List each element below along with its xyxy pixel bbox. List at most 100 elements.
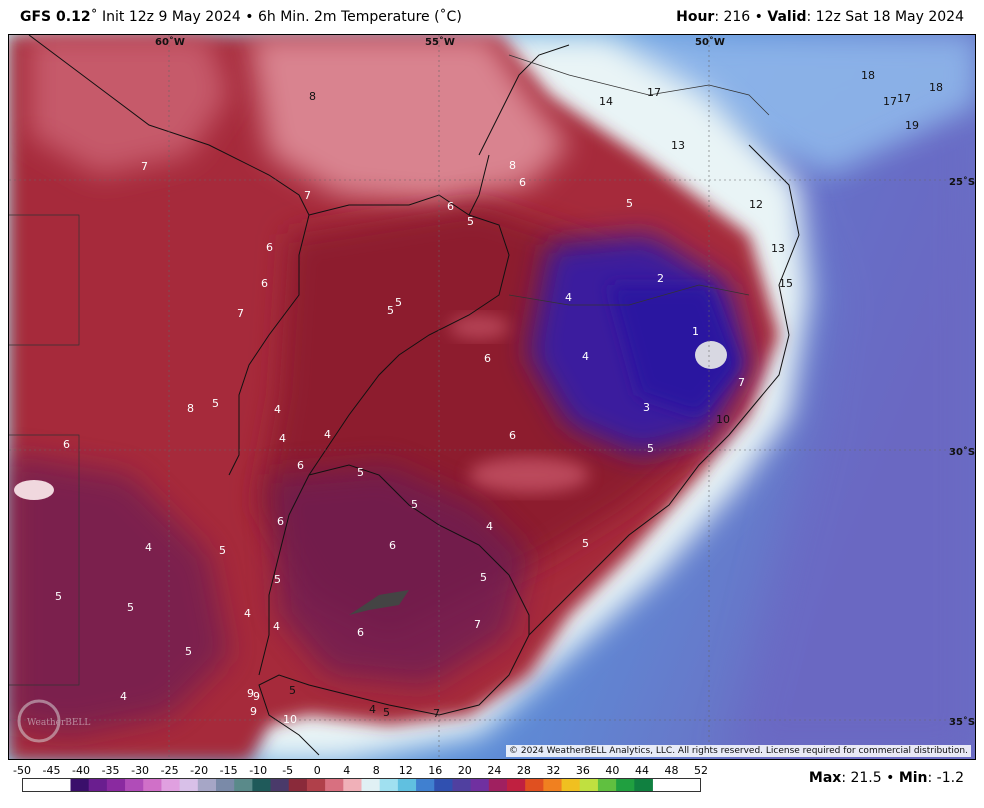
min-label: Min (898, 770, 928, 786)
lagoon-mirim (349, 590, 409, 615)
scale-tick-label: 28 (516, 764, 531, 777)
light-patch-2 (449, 315, 509, 339)
scale-color-swatch (143, 779, 162, 791)
coldest-spot (695, 341, 727, 369)
point-value-label: 6 (389, 539, 396, 552)
scale-color-swatch (343, 779, 362, 791)
west-light-spot (14, 480, 54, 500)
header-right: Hour: 216 • Valid: 12z Sat 18 May 2024 (676, 0, 964, 34)
scale-tick-label: 48 (664, 764, 679, 777)
point-value-label: 4 (120, 690, 127, 703)
state-border-north (508, 54, 770, 116)
scale-color-swatch (125, 779, 144, 791)
point-value-label: 7 (738, 376, 745, 389)
point-value-label: 8 (309, 90, 316, 103)
point-value-label: 5 (185, 645, 192, 658)
point-value-label: 1 (692, 325, 699, 338)
scale-tick-label: -45 (42, 764, 61, 777)
point-value-label: 4 (274, 403, 281, 416)
point-value-label: 6 (484, 352, 491, 365)
scale-color-swatch (234, 779, 253, 791)
hour-label: Hour (676, 9, 715, 25)
scale-tick-label: 52 (694, 764, 708, 777)
graticule-labels: 60˚W 55˚W 50˚W 25˚S 30˚S 35˚S (155, 36, 975, 728)
max-min-readout: Max: 21.5 • Min: -1.2 (809, 770, 964, 786)
point-value-label: 9 (253, 690, 260, 703)
north-pink-area (249, 35, 569, 205)
point-value-label: 4 (324, 428, 331, 441)
scale-color-swatch (561, 779, 581, 791)
lon-label-60w: 60˚W (155, 36, 185, 48)
point-value-label: 6 (357, 626, 364, 639)
scale-tick-label: 16 (428, 764, 443, 777)
scale-color-swatch (507, 779, 526, 791)
south-purple-area (269, 465, 529, 685)
scale-tick-label: 20 (457, 764, 472, 777)
model-name: GFS 0.12 (20, 9, 91, 25)
scale-tick-label: -15 (219, 764, 238, 777)
point-value-label: 6 (63, 438, 70, 451)
scale-color-swatch (434, 779, 453, 791)
valid-value: : 12z Sat 18 May 2024 (806, 9, 964, 25)
scale-color-swatch (525, 779, 544, 791)
northeast-ocean (609, 35, 975, 175)
point-value-label: 7 (237, 307, 244, 320)
coastline (258, 44, 800, 756)
scale-color-swatch (597, 779, 617, 791)
weatherbell-logo: WeatherBELL (17, 699, 90, 743)
point-value-label: 4 (582, 350, 589, 363)
point-value-label: 5 (626, 197, 633, 210)
point-value-label: 5 (274, 573, 281, 586)
scale-color-swatch (579, 779, 599, 791)
scale-tick-label: -35 (101, 764, 120, 777)
copyright-notice: © 2024 WeatherBELL Analytics, LLC. All r… (506, 745, 971, 757)
point-value-label: 5 (411, 498, 418, 511)
scale-color-swatch (270, 779, 290, 791)
scale-tick-label: -30 (131, 764, 150, 777)
lon-label-50w: 50˚W (695, 36, 725, 48)
border-paraguay-region (9, 214, 80, 346)
scale-color-swatch (161, 779, 181, 791)
scale-color-swatch (252, 779, 271, 791)
scale-color-swatch (543, 779, 562, 791)
max-label: Max (808, 770, 842, 786)
scale-tick-label: 4 (343, 764, 351, 777)
lat-label-35s: 35˚S (949, 716, 975, 728)
scale-tick-label: -50 (13, 764, 31, 777)
point-value-label: 7 (141, 160, 148, 173)
scale-color-swatch (106, 779, 126, 791)
scale-tick-labels: -50 -45 -40 -35 -30 -25 -20 -15 -10 -5 0 4 8 12 16 20 24… (0, 764, 984, 778)
min-value: : -1.2 (927, 770, 964, 786)
purple-coldest-core (609, 285, 739, 415)
point-value-label: 4 (244, 607, 251, 620)
point-value-label: 5 (582, 537, 589, 550)
scale-color-swatch (325, 779, 344, 791)
point-value-label: 5 (357, 466, 364, 479)
scale-tick-label: 0 (313, 764, 321, 777)
scale-tick-label: -5 (282, 764, 294, 777)
point-value-label: 9 (250, 705, 257, 718)
scale-color-swatch (470, 779, 490, 791)
point-value-label: 17 (647, 86, 661, 99)
hour-value: : 216 • (714, 9, 768, 25)
scale-tick-label: 8 (372, 764, 380, 777)
header-bar: GFS 0.12˚ Init 12z 9 May 2024 • 6h Min. … (0, 0, 984, 34)
point-value-label: 4 (369, 703, 376, 716)
point-value-label: 19 (905, 119, 919, 132)
scale-tick-label: -40 (72, 764, 91, 777)
point-value-label: 9 (247, 687, 254, 700)
point-value-label: 3 (643, 401, 650, 414)
scale-color-swatch (88, 779, 108, 791)
point-value-label: 13 (671, 139, 685, 152)
graticule (9, 35, 975, 759)
point-value-label: 5 (219, 544, 226, 557)
scale-color-swatch (288, 779, 308, 791)
point-value-label: 15 (779, 277, 793, 290)
scale-color-swatch (216, 779, 235, 791)
point-value-label: 18 (929, 81, 943, 94)
point-value-label: 6 (509, 429, 516, 442)
point-value-label: 2 (657, 272, 664, 285)
run-info: ˚ Init 12z 9 May 2024 • 6h Min. 2m Tempe… (90, 9, 462, 25)
point-value-label: 14 (599, 95, 613, 108)
